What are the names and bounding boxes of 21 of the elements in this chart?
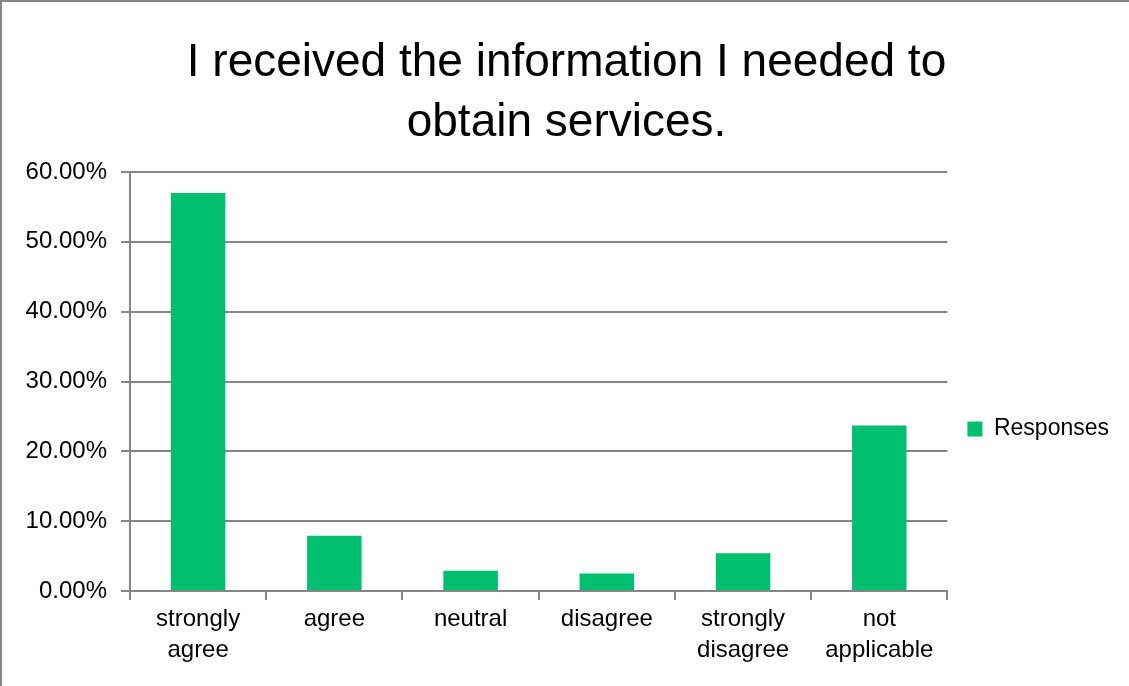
bar	[579, 573, 635, 590]
y-tick-label: 30.00%	[25, 366, 107, 394]
x-tick-label: not applicable	[825, 604, 934, 663]
x-tick-label: strongly agree	[156, 604, 241, 663]
y-tick-label: 0.00%	[38, 575, 107, 603]
y-tick-label: 20.00%	[25, 435, 107, 463]
bar	[170, 192, 226, 590]
x-tick-label: disagree	[560, 604, 653, 632]
y-tick-label: 50.00%	[25, 226, 107, 254]
bar	[715, 553, 771, 590]
x-tick-label: strongly disagree	[697, 604, 790, 663]
y-tick-label: 60.00%	[25, 156, 107, 184]
chart-title: I received the information I needed to obtain services.	[185, 33, 948, 148]
legend-label: Responses	[993, 414, 1110, 441]
bar	[443, 570, 498, 590]
y-tick-label: 10.00%	[25, 505, 107, 533]
y-tick-label: 40.00%	[25, 296, 107, 324]
x-tick-label: neutral	[433, 604, 508, 632]
bar	[307, 535, 362, 590]
x-tick-label: agree	[303, 604, 366, 632]
bar	[852, 425, 907, 590]
